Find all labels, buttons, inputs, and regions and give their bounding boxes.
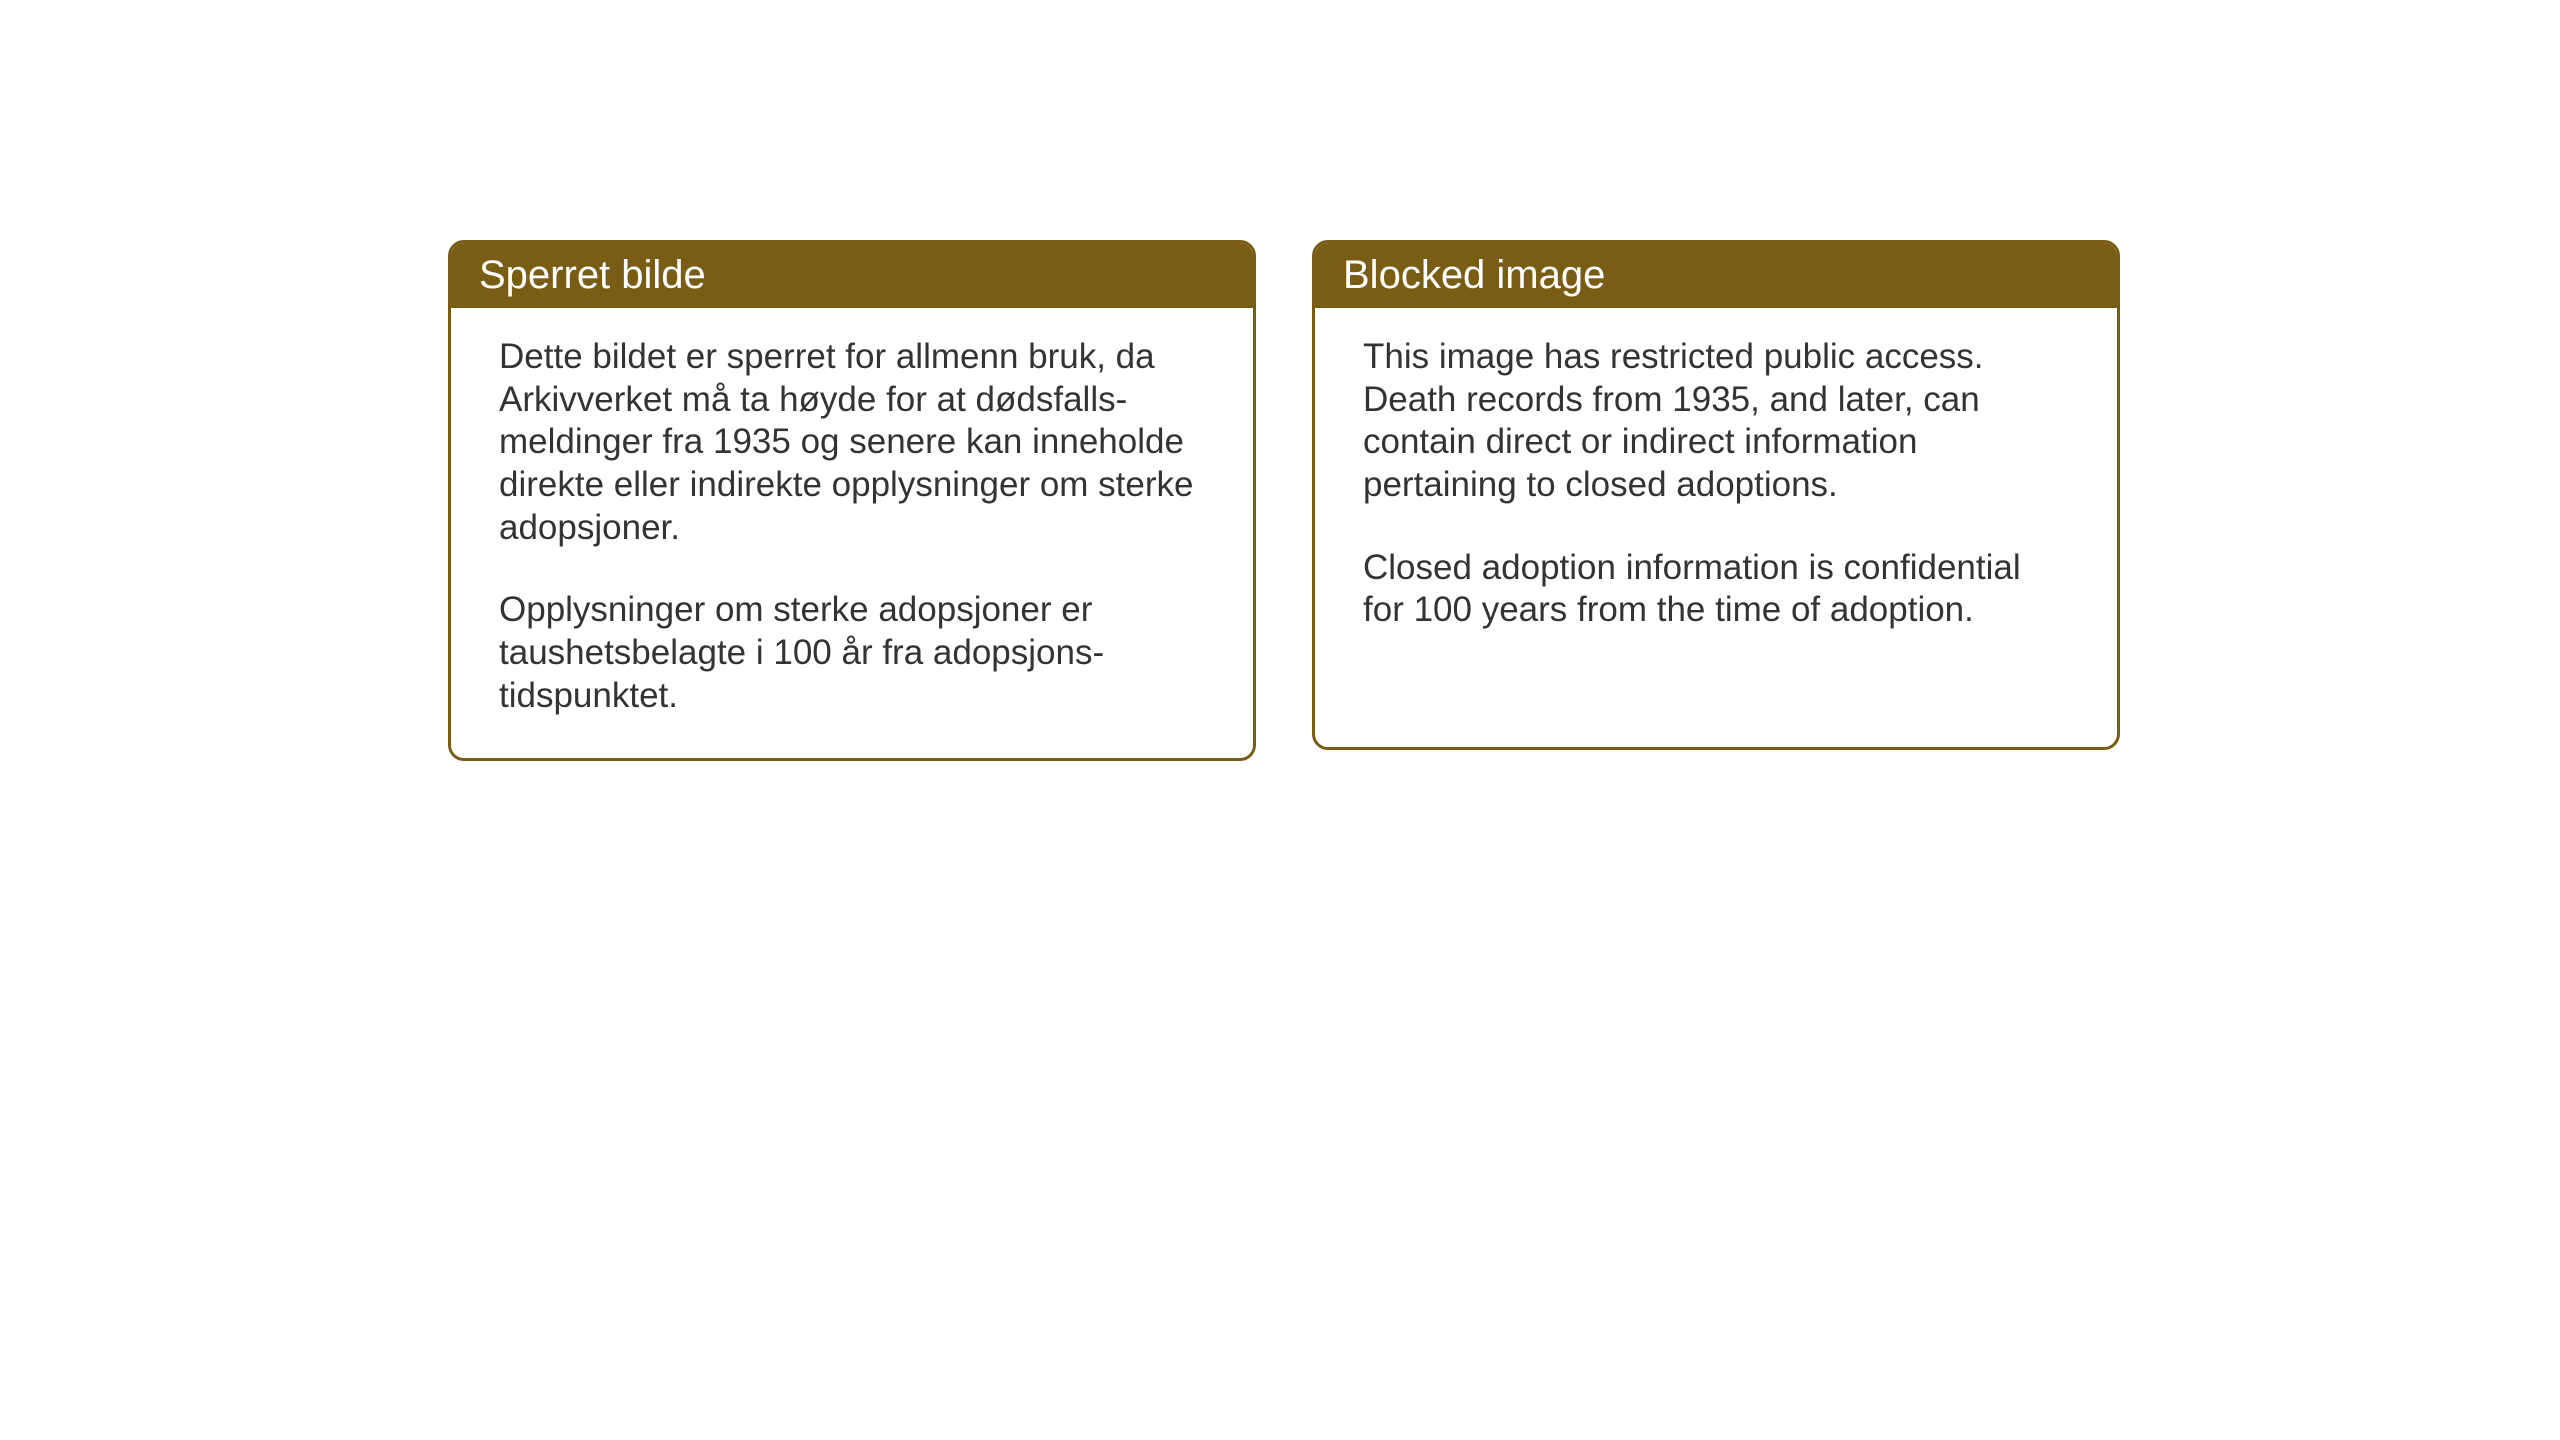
- card-english: Blocked image This image has restricted …: [1312, 240, 2120, 750]
- card-norwegian-header: Sperret bilde: [451, 243, 1253, 308]
- card-norwegian-body: Dette bildet er sperret for allmenn bruk…: [451, 308, 1253, 758]
- card-norwegian-paragraph-2: Opplysninger om sterke adopsjoner er tau…: [499, 589, 1205, 717]
- card-english-body: This image has restricted public access.…: [1315, 308, 2117, 672]
- card-english-paragraph-2: Closed adoption information is confident…: [1363, 547, 2069, 632]
- card-english-paragraph-1: This image has restricted public access.…: [1363, 336, 2069, 507]
- cards-container: Sperret bilde Dette bildet er sperret fo…: [448, 240, 2120, 761]
- card-norwegian-title: Sperret bilde: [479, 253, 706, 297]
- card-english-title: Blocked image: [1343, 253, 1605, 297]
- card-english-header: Blocked image: [1315, 243, 2117, 308]
- card-norwegian-paragraph-1: Dette bildet er sperret for allmenn bruk…: [499, 336, 1205, 549]
- card-norwegian: Sperret bilde Dette bildet er sperret fo…: [448, 240, 1256, 761]
